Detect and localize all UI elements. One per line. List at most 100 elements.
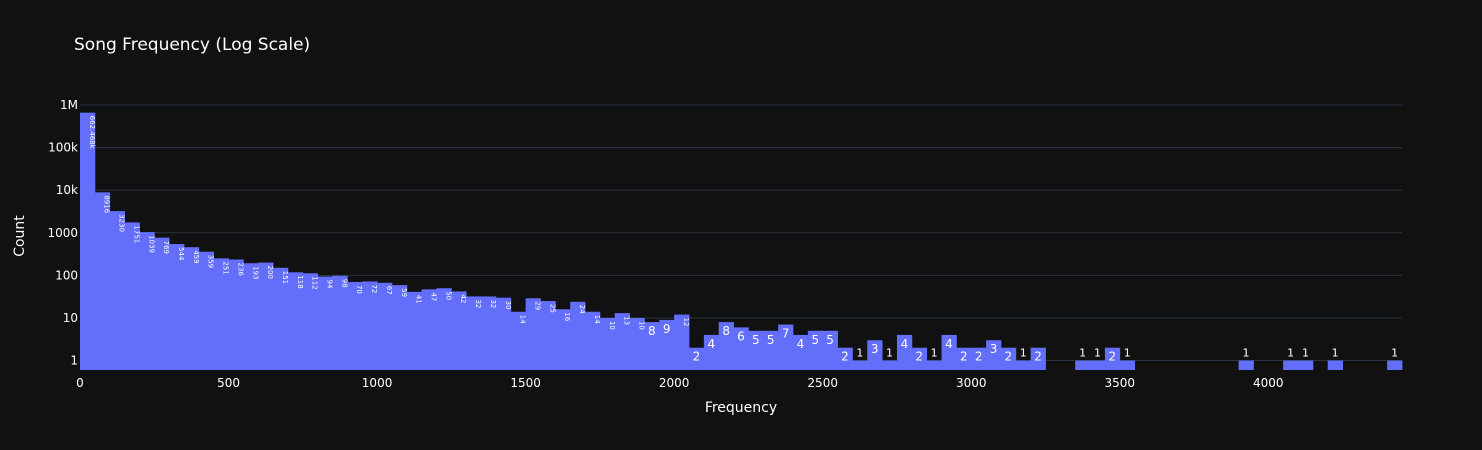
histogram-bar[interactable] <box>1119 360 1136 370</box>
histogram-bar[interactable] <box>1327 360 1343 370</box>
histogram-bar[interactable] <box>1015 360 1032 370</box>
histogram-bar[interactable] <box>391 285 408 370</box>
bar-value-label: 1 <box>1020 347 1027 360</box>
histogram-bar[interactable] <box>213 258 229 370</box>
histogram-bar[interactable] <box>1104 347 1121 370</box>
bar-value-label: 118 <box>296 275 304 288</box>
histogram-bar[interactable] <box>154 237 170 370</box>
histogram-bar[interactable] <box>169 244 185 370</box>
histogram-bar[interactable] <box>1283 360 1299 370</box>
histogram-bar[interactable] <box>882 360 898 370</box>
histogram-bar[interactable] <box>183 247 200 370</box>
histogram-bar[interactable] <box>837 347 853 370</box>
histogram-bar[interactable] <box>317 276 333 370</box>
histogram-bar[interactable] <box>807 330 824 370</box>
histogram-bar[interactable] <box>109 211 125 370</box>
histogram-bar[interactable] <box>792 334 809 370</box>
x-tick-label: 1000 <box>362 376 393 390</box>
bar-value-label: 4 <box>797 337 805 351</box>
bar-value-label: 8916 <box>103 195 111 213</box>
histogram-bar[interactable] <box>1030 347 1046 370</box>
histogram-bar[interactable] <box>273 267 289 370</box>
bar-value-label: 94 <box>326 280 334 289</box>
histogram-bar[interactable] <box>362 281 378 370</box>
histogram-bar[interactable] <box>555 309 571 370</box>
histogram-bar[interactable] <box>287 272 304 370</box>
histogram-bar[interactable] <box>94 192 111 370</box>
histogram-bar[interactable] <box>867 340 883 370</box>
histogram-bar[interactable] <box>689 347 705 370</box>
bar-value-label: 544 <box>177 247 185 261</box>
histogram-bar[interactable] <box>302 273 319 370</box>
bar-value-label: 9 <box>663 322 671 336</box>
histogram-bar[interactable] <box>659 319 675 370</box>
histogram-bar[interactable] <box>733 327 749 370</box>
histogram-bar[interactable] <box>1090 360 1106 370</box>
histogram-bar[interactable] <box>614 313 630 370</box>
bar-value-label: 32 <box>489 299 497 308</box>
histogram-bar[interactable] <box>139 232 155 370</box>
histogram-bar[interactable] <box>629 317 645 370</box>
histogram-bar[interactable] <box>406 291 423 370</box>
histogram-bar[interactable] <box>332 275 348 370</box>
histogram-bar[interactable] <box>911 347 928 370</box>
histogram-bar[interactable] <box>377 282 393 370</box>
histogram-bar[interactable] <box>495 297 512 370</box>
histogram-bar[interactable] <box>674 314 690 370</box>
histogram-bar[interactable] <box>1387 360 1403 370</box>
bars[interactable] <box>80 112 1403 371</box>
x-axis-label: Frequency <box>705 400 777 416</box>
histogram-bar[interactable] <box>421 289 437 370</box>
bar-value-label: 8 <box>722 324 730 338</box>
histogram-bar[interactable] <box>956 347 972 370</box>
histogram-bar[interactable] <box>718 322 734 370</box>
histogram-bar[interactable] <box>540 301 556 370</box>
histogram-bar[interactable] <box>585 311 601 370</box>
histogram-bar[interactable] <box>1075 360 1091 370</box>
histogram-bar[interactable] <box>778 324 794 370</box>
bar-value-label: 459 <box>192 250 200 263</box>
histogram-bar[interactable] <box>510 311 527 370</box>
histogram-bar[interactable] <box>228 259 244 370</box>
histogram-bar[interactable] <box>124 222 140 370</box>
histogram-bar[interactable] <box>599 317 616 370</box>
y-tick-label: 1000 <box>47 226 78 240</box>
histogram-bar[interactable] <box>896 334 913 370</box>
histogram-bar[interactable] <box>198 251 215 370</box>
bar-value-label: 5 <box>811 333 819 347</box>
histogram-bar[interactable] <box>852 360 868 370</box>
bar-value-label: 193 <box>251 266 259 279</box>
bar-value-label: 3 <box>990 342 998 356</box>
histogram-bar[interactable] <box>436 288 452 370</box>
bar-value-label: 30 <box>504 301 512 310</box>
chart-title: Song Frequency (Log Scale) <box>74 35 310 55</box>
histogram-bar[interactable] <box>703 334 720 370</box>
histogram-bar[interactable] <box>986 340 1002 370</box>
histogram-bar[interactable] <box>1298 360 1314 370</box>
bar-value-label: 151 <box>281 271 289 284</box>
bar-value-label: 24 <box>578 305 586 314</box>
histogram-bar[interactable] <box>1238 360 1254 370</box>
histogram-bar[interactable] <box>926 360 942 370</box>
histogram-bar[interactable] <box>570 301 586 370</box>
histogram-bar[interactable] <box>748 330 764 370</box>
histogram-bar[interactable] <box>347 281 363 370</box>
bar-value-label: 2 <box>841 350 849 364</box>
histogram-bar[interactable] <box>243 263 259 370</box>
bar-value-label: 1 <box>1391 347 1398 360</box>
histogram-bar[interactable] <box>80 112 96 371</box>
histogram-bar[interactable] <box>525 298 541 370</box>
histogram-bar[interactable] <box>1000 347 1017 370</box>
histogram-bar[interactable] <box>481 296 497 370</box>
histogram-bar[interactable] <box>822 330 838 370</box>
bar-value-label: 4 <box>707 337 715 351</box>
histogram-bar[interactable] <box>258 262 274 370</box>
histogram-bar[interactable] <box>644 322 660 370</box>
bar-value-label: 16 <box>563 312 571 321</box>
histogram-bar[interactable] <box>451 291 467 370</box>
histogram-bar[interactable] <box>971 347 987 370</box>
histogram-bar[interactable] <box>941 334 957 370</box>
histogram-bar[interactable] <box>466 296 482 370</box>
histogram-bar[interactable] <box>763 330 779 370</box>
bar-value-label: 29 <box>533 301 541 310</box>
